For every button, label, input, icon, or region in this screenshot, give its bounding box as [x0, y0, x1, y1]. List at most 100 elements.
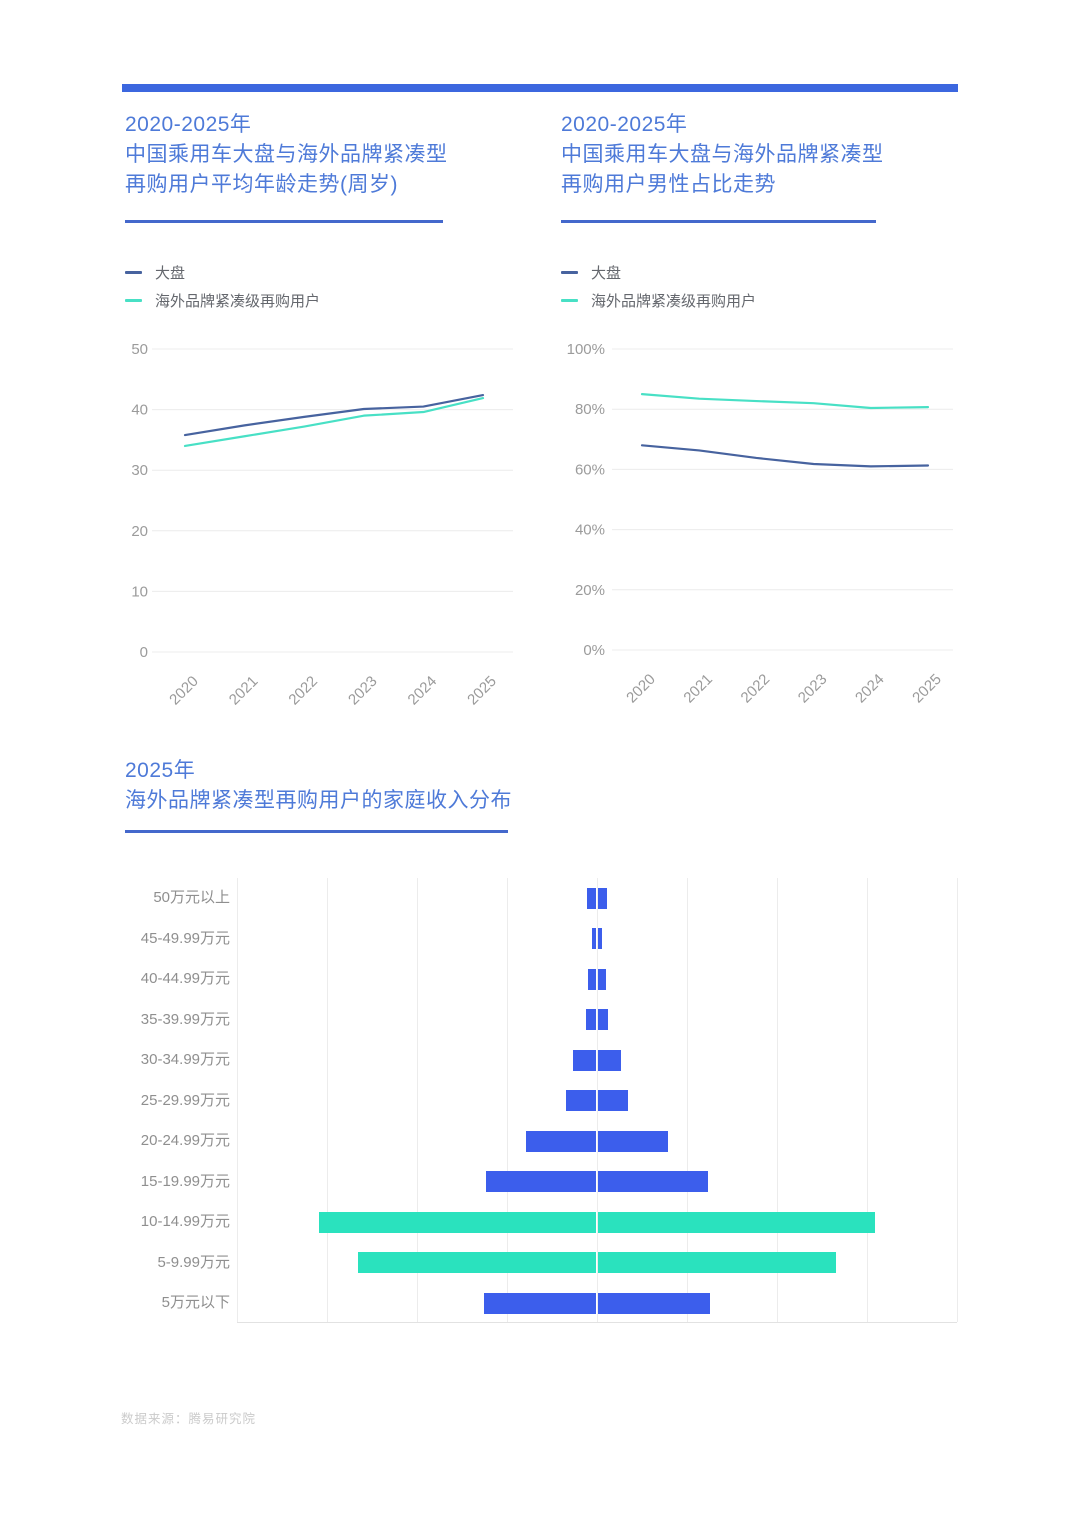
series-line [183, 393, 485, 437]
y-tick-label: 40% [575, 522, 605, 539]
legend-label: 大盘 [591, 264, 622, 282]
series-line [640, 393, 930, 410]
income-bar-left-half [357, 1252, 596, 1273]
category-label: 35-39.99万元 [140, 1010, 230, 1028]
legend-label: 海外品牌紧凑级再购用户 [155, 292, 321, 310]
y-tick-label: 0 [140, 644, 148, 661]
income-bar-left-half [572, 1049, 596, 1071]
legend-dash-icon [561, 270, 578, 274]
y-tick-label: 60% [575, 461, 605, 478]
legend-item-overseas: 海外品牌紧凑级再购用户 [125, 286, 320, 314]
y-tick-label: 100% [567, 341, 605, 358]
income-bar-left-half [486, 1171, 596, 1192]
income-bar-right-half [598, 1292, 711, 1314]
x-tick-label: 2020 [623, 671, 659, 707]
income-bar-left-half [586, 1009, 596, 1030]
income-bar-right-half [598, 1211, 876, 1233]
legend-dash-icon [125, 298, 142, 302]
y-tick-label: 80% [575, 401, 605, 418]
y-tick-label: 50 [131, 341, 148, 358]
x-tick-label: 2025 [909, 671, 945, 707]
x-tick-label: 2025 [464, 673, 500, 709]
x-tick-label: 2022 [738, 671, 774, 707]
line-plot: 0% 20% 40% 60% 80% 100% 2020 2021 2022 2023 2024 20… [567, 341, 953, 707]
series-line [640, 444, 930, 468]
title-line: 2025年 [125, 759, 196, 782]
y-tick-label: 10 [131, 583, 148, 600]
age-trend-title: 2020-2025年 中国乘用车大盘与海外品牌紧凑型 再购用户平均年龄走势(周岁… [125, 110, 448, 200]
title-line: 2020-2025年 [125, 113, 252, 136]
legend-item-overseas: 海外品牌紧凑级再购用户 [561, 286, 756, 314]
y-tick-label: 0% [583, 642, 605, 659]
title-line: 海外品牌紧凑型再购用户的家庭收入分布 [125, 789, 512, 812]
income-bar-right-half [598, 1252, 837, 1273]
income-bar-left-half [483, 1292, 596, 1314]
x-tick-label: 2023 [795, 671, 831, 707]
x-tick-label: 2020 [166, 673, 202, 709]
income-bar-left-half [587, 887, 596, 909]
income-bar-right-half [598, 1049, 622, 1071]
x-tick-label: 2024 [405, 673, 441, 709]
income-bar-right-half [598, 1090, 628, 1111]
gridline [236, 878, 238, 1322]
x-tick-label: 2023 [345, 673, 381, 709]
series-line [183, 396, 485, 448]
title-line: 中国乘用车大盘与海外品牌紧凑型 [561, 143, 884, 166]
income-bar-right-half [598, 968, 606, 990]
category-label: 20-24.99万元 [140, 1132, 230, 1149]
x-tick-label: 2022 [285, 673, 321, 709]
income-bar-right-half [598, 1171, 708, 1192]
gridline [326, 878, 328, 1322]
title-line: 中国乘用车大盘与海外品牌紧凑型 [125, 143, 448, 166]
income-bar-left-half [318, 1211, 596, 1233]
y-tick-label: 40 [131, 402, 148, 419]
category-label: 30-34.99万元 [140, 1051, 230, 1068]
income-dist-title: 2025年 海外品牌紧凑型再购用户的家庭收入分布 [125, 756, 512, 816]
x-tick-label: 2021 [680, 671, 716, 707]
gridline [776, 878, 778, 1322]
income-bar-right-half [598, 1009, 608, 1030]
category-label: 15-19.99万元 [140, 1172, 230, 1190]
x-axis-line [237, 1322, 957, 1323]
category-label: 5-9.99万元 [157, 1253, 230, 1271]
legend-dash-icon [125, 270, 142, 274]
male-ratio-line-chart: 0% 20% 40% 60% 80% 100% 2020 2021 2022 2023 2024 20… [555, 338, 975, 733]
male-ratio-title: 2020-2025年 中国乘用车大盘与海外品牌紧凑型 再购用户男性占比走势 [561, 110, 884, 200]
gridline [416, 878, 418, 1322]
income-bar-right-half [598, 1130, 669, 1152]
line-plot: 0 10 20 30 40 50 2020 2021 2022 2023 2024 2025 [131, 341, 513, 709]
category-label: 5万元以下 [161, 1294, 230, 1311]
y-tick-label: 20 [131, 523, 148, 540]
age-trend-line-chart: 0 10 20 30 40 50 2020 2021 2022 2023 2024 2025 [120, 338, 540, 733]
legend-label: 海外品牌紧凑级再购用户 [591, 292, 757, 310]
legend-item-overall: 大盘 [561, 258, 756, 286]
title-underline [561, 220, 876, 223]
data-source-note: 数据来源：腾易研究院 [121, 1412, 257, 1426]
gridline [866, 878, 868, 1322]
gridline [956, 878, 958, 1322]
income-bar-right-half [598, 887, 607, 909]
gridline [596, 878, 598, 1322]
x-tick-label: 2024 [852, 671, 888, 707]
y-tick-label: 20% [575, 582, 605, 599]
category-label: 25-29.99万元 [140, 1091, 230, 1109]
legend-dash-icon [561, 298, 578, 302]
title-line: 再购用户平均年龄走势(周岁) [125, 173, 398, 196]
legend-item-overall: 大盘 [125, 258, 320, 286]
legend-label: 大盘 [155, 264, 186, 282]
category-label: 50万元以上 [153, 889, 230, 906]
title-underline [125, 220, 443, 223]
y-tick-label: 30 [131, 462, 148, 479]
income-bar-left-half [591, 928, 596, 949]
income-bar-right-half [598, 928, 603, 949]
category-label: 10-14.99万元 [140, 1213, 230, 1230]
income-dist-bar-chart: 50万元以上 45-49.99万元 40-44.99万元 35-39.99万元 30-3… [120, 865, 980, 1335]
category-label: 40-44.99万元 [140, 970, 230, 987]
title-line: 2020-2025年 [561, 113, 688, 136]
age-trend-legend: 大盘 海外品牌紧凑级再购用户 [125, 258, 320, 314]
income-bar-left-half [588, 968, 596, 990]
income-bar-left-half [525, 1130, 596, 1152]
gridline [506, 878, 508, 1322]
income-bar-left-half [566, 1090, 596, 1111]
